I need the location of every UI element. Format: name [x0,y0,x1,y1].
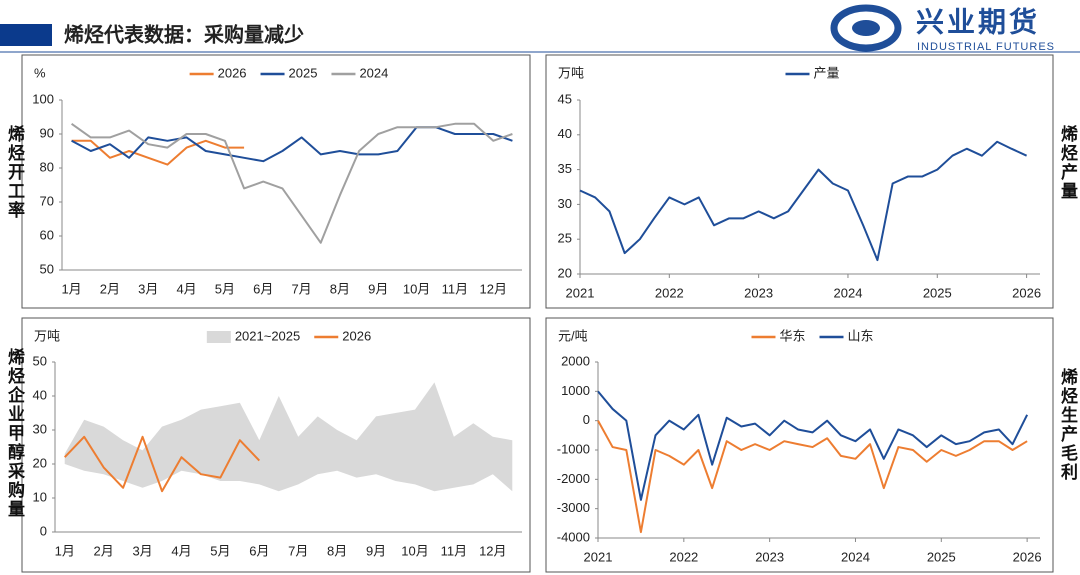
y-tick-label: 70 [40,193,54,208]
legend-label: 山东 [848,328,874,343]
side-label: 烯烃生产毛利 [1058,368,1077,482]
logo-icon-inner [852,20,880,36]
y-tick-label: 40 [558,126,572,141]
y-tick-label: 25 [558,231,572,246]
x-tick-label: 1月 [55,543,75,558]
x-tick-label: 7月 [291,281,311,296]
series-line [64,435,261,493]
logo-cn: 兴业期货 [916,5,1040,37]
y-tick-label: 80 [40,159,54,174]
y-axis-unit: % [34,65,46,80]
x-tick-label: 10月 [401,543,428,558]
y-tick-label: 40 [33,387,47,402]
logo-icon [830,4,902,52]
x-tick-label: 11月 [441,543,468,558]
x-tick-label: 2023 [755,549,784,564]
series-line [579,140,1028,262]
x-tick-label: 2月 [100,281,120,296]
legend-label: 2026 [342,328,371,343]
y-tick-label: 45 [558,91,572,106]
y-tick-label: 50 [33,353,47,368]
legend-swatch [206,331,231,343]
legend-label: 产量 [813,65,839,80]
y-axis-unit: 万吨 [34,328,60,343]
x-tick-label: 2024 [841,549,870,564]
legend-label: 2021~2025 [235,328,300,343]
x-tick-label: 2024 [834,285,863,300]
y-tick-label: 2000 [561,353,590,368]
x-tick-label: 2022 [669,549,698,564]
y-axis-unit: 元/吨 [558,328,588,343]
y-tick-label: -1000 [557,441,590,456]
y-tick-label: 30 [558,196,572,211]
x-tick-label: 8月 [330,281,350,296]
y-tick-label: 35 [558,161,572,176]
y-tick-label: 10 [33,489,47,504]
x-tick-label: 2月 [94,543,114,558]
y-tick-label: -4000 [557,529,590,544]
panel-frame [21,54,531,309]
y-tick-label: -3000 [557,500,590,515]
logo-en: INDUSTRIAL FUTURES [917,41,1055,53]
x-tick-label: 9月 [368,281,388,296]
panel-frame [21,317,531,573]
x-tick-label: 6月 [249,543,269,558]
x-tick-label: 6月 [253,281,273,296]
series-line [71,126,513,163]
x-tick-label: 2022 [655,285,684,300]
series-line [597,420,1028,534]
y-tick-label: 20 [33,455,47,470]
x-tick-label: 2023 [744,285,773,300]
series-line [597,390,1029,501]
y-tick-label: 60 [40,227,54,242]
x-tick-label: 2025 [923,285,952,300]
header-block [0,24,52,46]
y-axis-unit: 万吨 [558,65,584,80]
x-tick-label: 2026 [1012,285,1041,300]
x-tick-label: 3月 [132,543,152,558]
x-tick-label: 3月 [138,281,158,296]
y-tick-label: 90 [40,125,54,140]
x-tick-label: 12月 [480,281,507,296]
y-tick-label: 30 [33,421,47,436]
page-title: 烯烃代表数据：采购量减少 [64,22,304,46]
y-tick-label: 1000 [561,383,590,398]
y-tick-label: 50 [40,261,54,276]
x-tick-label: 12月 [479,543,506,558]
side-label: 烯烃产量 [1058,125,1077,201]
y-tick-label: 20 [558,265,572,280]
x-tick-label: 7月 [288,543,308,558]
x-tick-label: 5月 [215,281,235,296]
y-tick-label: 100 [32,91,54,106]
y-tick-label: 0 [40,523,47,538]
x-tick-label: 2021 [566,285,595,300]
x-tick-label: 2021 [584,549,613,564]
x-tick-label: 11月 [442,281,469,296]
x-tick-label: 2026 [1013,549,1042,564]
y-tick-label: 0 [583,412,590,427]
x-tick-label: 4月 [176,281,196,296]
x-tick-label: 4月 [171,543,191,558]
x-tick-label: 9月 [366,543,386,558]
x-tick-label: 10月 [403,281,430,296]
legend-label: 2024 [359,65,388,80]
series-line [71,139,245,166]
series-line [71,122,513,244]
x-tick-label: 5月 [210,543,230,558]
panel-frame [545,54,1054,309]
x-tick-label: 1月 [61,281,81,296]
x-tick-label: 2025 [927,549,956,564]
legend-label: 华东 [779,328,805,343]
side-label: 烯烃企业甲醇采购量 [5,348,24,519]
y-tick-label: -2000 [557,471,590,486]
legend-label: 2025 [289,65,318,80]
side-label: 烯烃开工率 [5,125,24,220]
x-tick-label: 8月 [327,543,347,558]
legend-label: 2026 [218,65,247,80]
panel-frame [545,317,1054,573]
range-band [64,382,513,492]
